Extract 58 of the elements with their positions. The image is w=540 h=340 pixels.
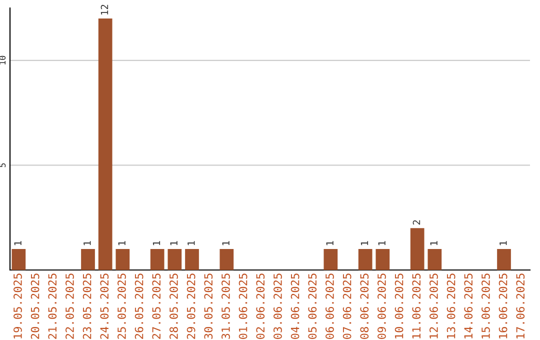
bar <box>358 249 372 270</box>
x-tick-label: 02.06.2025 <box>256 274 265 339</box>
x-tick-label: 09.06.2025 <box>378 274 386 339</box>
bar <box>497 249 511 270</box>
data-label: 1 <box>118 241 126 246</box>
x-tick-label: 15.06.2025 <box>482 274 490 338</box>
x-tick-label: 10.06.2025 <box>394 274 404 338</box>
x-tick-label: 08.06.2025 <box>360 274 369 339</box>
bar <box>376 249 390 270</box>
x-tick-label: 27.05.2025 <box>152 274 161 339</box>
x-tick-label: 04.06.2025 <box>290 274 300 339</box>
bar <box>116 249 130 270</box>
x-tick-label: 01.06.2025 <box>238 274 248 339</box>
x-tick-label: 22.05.2025 <box>66 274 74 339</box>
x-tick-label: 07.06.2025 <box>342 274 352 339</box>
x-tick-label: 23.05.2025 <box>82 274 92 339</box>
x-tick-label: 17.06.2025 <box>516 274 525 338</box>
x-tick-label: 12.06.2025 <box>430 274 438 338</box>
x-tick-label: 13.06.2025 <box>446 274 456 338</box>
bar <box>185 249 199 270</box>
data-label: 1 <box>152 241 160 246</box>
data-label: 1 <box>326 241 334 246</box>
x-tick-label: 30.05.2025 <box>204 274 213 339</box>
data-label: 1 <box>360 241 368 246</box>
data-label: 1 <box>84 241 91 246</box>
x-tick-label: 19.05.2025 <box>14 274 22 338</box>
bar <box>81 249 95 270</box>
data-label: 1 <box>188 241 195 246</box>
data-label: 1 <box>430 241 438 246</box>
x-tick-label: 14.06.2025 <box>464 274 473 338</box>
data-label: 1 <box>14 241 22 246</box>
data-label: 1 <box>222 241 230 246</box>
data-label: 12 <box>100 4 108 15</box>
x-tick-label: 25.05.2025 <box>118 274 126 339</box>
data-label: 1 <box>170 241 178 246</box>
bar <box>168 249 182 270</box>
bar <box>220 249 234 270</box>
x-tick-label: 03.06.2025 <box>274 274 282 339</box>
bar <box>150 249 164 270</box>
data-label: 1 <box>378 241 386 246</box>
x-tick-label: 05.06.2025 <box>308 274 317 339</box>
bar <box>410 228 424 270</box>
x-tick-label: 29.05.2025 <box>186 274 196 339</box>
bar <box>324 249 338 270</box>
bar <box>428 249 442 270</box>
x-tick-label: 26.05.2025 <box>134 274 144 339</box>
data-label: 2 <box>412 220 420 225</box>
x-tick-label: 06.06.2025 <box>326 274 334 339</box>
x-tick-label: 11.06.2025 <box>412 274 421 338</box>
x-tick-label: 21.05.2025 <box>48 274 57 339</box>
x-tick-label: 31.05.2025 <box>222 274 230 339</box>
x-tick-label: 24.05.2025 <box>100 274 109 339</box>
data-label: 1 <box>500 241 507 246</box>
bar <box>98 18 112 270</box>
x-tick-label: 20.05.2025 <box>30 274 40 339</box>
bar <box>12 249 26 270</box>
x-tick-label: 28.05.2025 <box>170 274 178 339</box>
x-tick-label: 16.06.2025 <box>498 274 508 338</box>
